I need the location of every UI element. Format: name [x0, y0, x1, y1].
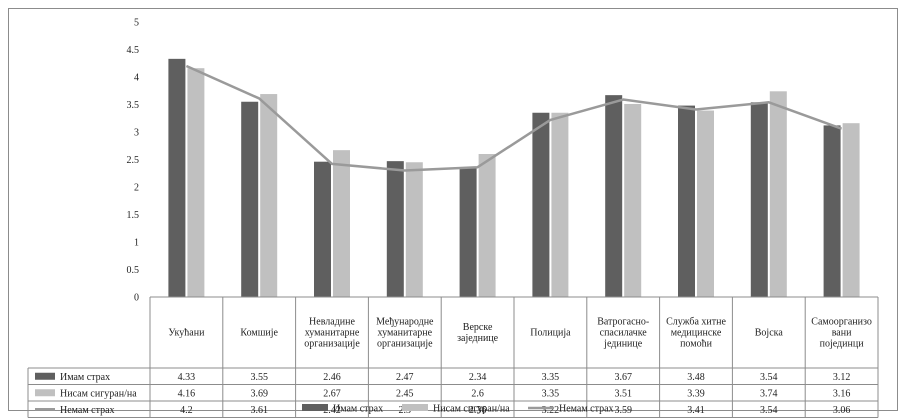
bar-s2-c6	[551, 112, 569, 297]
category-label-7-line-1: Ватрогасно-	[597, 317, 649, 328]
category-label-2-line-1: Комшије	[240, 328, 278, 339]
y-tick-label-9: 4.5	[127, 45, 140, 56]
category-label-3-line-1: Невладине	[309, 317, 355, 328]
category-label-10-line-3: појединци	[820, 339, 865, 350]
legend-key-1	[302, 404, 328, 411]
table-key-s1	[35, 372, 55, 380]
table-value-s2-c9: 3.74	[760, 388, 778, 399]
table-value-s3-c3: 2.42	[323, 405, 341, 416]
table-value-s3-c5: 2.36	[469, 405, 487, 416]
table-value-s1-c7: 3.67	[614, 372, 632, 383]
table-value-s3-c9: 3.54	[760, 405, 778, 416]
category-label-5-line-1: Верске	[463, 322, 493, 333]
table-value-s1-c3: 2.46	[323, 372, 341, 383]
category-label-3-line-3: организације	[304, 339, 360, 350]
table-key-s2	[35, 389, 55, 397]
table-value-s2-c8: 3.39	[687, 388, 705, 399]
bar-s1-c4	[386, 161, 404, 297]
y-tick-label-6: 3	[134, 128, 139, 139]
table-value-s2-c1: 4.16	[178, 388, 196, 399]
category-label-9-line-1: Војска	[755, 328, 784, 339]
y-tick-label-4: 2	[134, 183, 139, 194]
y-tick-label-7: 3.5	[127, 100, 140, 111]
category-label-4-line-3: организације	[377, 339, 433, 350]
bar-s2-c2	[260, 94, 278, 297]
legend-label-1: Имам страх	[333, 404, 383, 415]
bar-s1-c6	[532, 112, 550, 297]
y-tick-label-10: 5	[134, 18, 139, 29]
bar-s1-c9	[750, 102, 768, 297]
table-value-s1-c10: 3.12	[833, 372, 851, 383]
table-value-s1-c2: 3.55	[250, 372, 268, 383]
table-value-s1-c5: 2.34	[469, 372, 487, 383]
table-value-s3-c8: 3.41	[687, 405, 705, 416]
table-value-s2-c7: 3.51	[614, 388, 632, 399]
table-series-name-1: Имам страх	[60, 372, 110, 383]
y-tick-label-1: 0.5	[127, 265, 140, 276]
bar-s1-c1	[168, 58, 186, 297]
table-value-s3-c1: 4.2	[180, 405, 193, 416]
table-value-s2-c4: 2.45	[396, 388, 414, 399]
table-value-s2-c6: 3.35	[542, 388, 560, 399]
category-label-4-line-1: Међународне	[376, 317, 434, 328]
table-value-s2-c10: 3.16	[833, 388, 851, 399]
chart-frame	[8, 8, 898, 411]
y-tick-label-3: 1.5	[127, 210, 140, 221]
table-value-s1-c9: 3.54	[760, 372, 778, 383]
category-label-8-line-1: Служба хитне	[666, 317, 726, 328]
bar-s1-c7	[605, 95, 623, 298]
bar-s1-c5	[459, 168, 477, 297]
category-label-3-line-2: хуманитарне	[305, 328, 360, 339]
category-label-5-line-2: заједнице	[457, 333, 499, 344]
bar-s1-c2	[241, 101, 259, 297]
bar-s2-c7	[624, 103, 642, 297]
y-tick-label-0: 0	[134, 293, 139, 304]
table-series-name-3: Немам страх	[60, 405, 115, 416]
table-value-s3-c6: 3.22	[542, 405, 560, 416]
table-value-s3-c7: 3.59	[614, 405, 632, 416]
category-label-7-line-2: спасилачке	[600, 328, 648, 339]
bar-s2-c9	[769, 91, 787, 297]
category-label-8-line-3: помоћи	[680, 339, 712, 350]
y-tick-label-5: 2.5	[127, 155, 140, 166]
table-value-s3-c10: 3.06	[833, 405, 851, 416]
category-label-4-line-2: хуманитарне	[377, 328, 432, 339]
category-label-7-line-3: јединице	[603, 339, 643, 350]
legend-label-3: Немам страх	[559, 404, 614, 415]
table-value-s1-c6: 3.35	[542, 372, 560, 383]
table-value-s3-c2: 3.61	[250, 405, 268, 416]
category-label-10-line-1: Самоорганизо	[811, 317, 872, 328]
table-value-s1-c4: 2.47	[396, 372, 414, 383]
category-label-10-line-2: вани	[832, 328, 852, 339]
line-series-3	[185, 64, 843, 172]
bar-s2-c5	[478, 154, 496, 297]
table-value-s2-c3: 2.67	[323, 388, 341, 399]
category-label-8-line-2: медицинске	[671, 328, 722, 339]
category-label-6-line-1: Полиција	[530, 328, 571, 339]
table-value-s1-c1: 4.33	[178, 372, 196, 383]
category-label-1-line-1: Укућани	[168, 328, 205, 339]
bar-s1-c3	[314, 161, 331, 297]
table-value-s2-c5: 2.6	[471, 388, 484, 399]
bar-s2-c10	[842, 123, 860, 297]
legend-key-2	[402, 404, 428, 411]
bar-s2-c4	[405, 162, 423, 297]
legend-label-2: Нисам сигуран/на	[433, 404, 510, 415]
bar-s2-c3	[333, 150, 350, 297]
bar-s1-c10	[823, 125, 841, 298]
table-value-s1-c8: 3.48	[687, 372, 705, 383]
table-series-name-2: Нисам сигуран/на	[60, 388, 137, 399]
y-tick-label-2: 1	[134, 238, 139, 249]
bar-s1-c8	[678, 105, 695, 297]
bar-s2-c1	[187, 68, 205, 297]
bar-s2-c8	[697, 110, 714, 297]
y-tick-label-8: 4	[134, 73, 139, 84]
table-value-s2-c2: 3.69	[250, 388, 268, 399]
